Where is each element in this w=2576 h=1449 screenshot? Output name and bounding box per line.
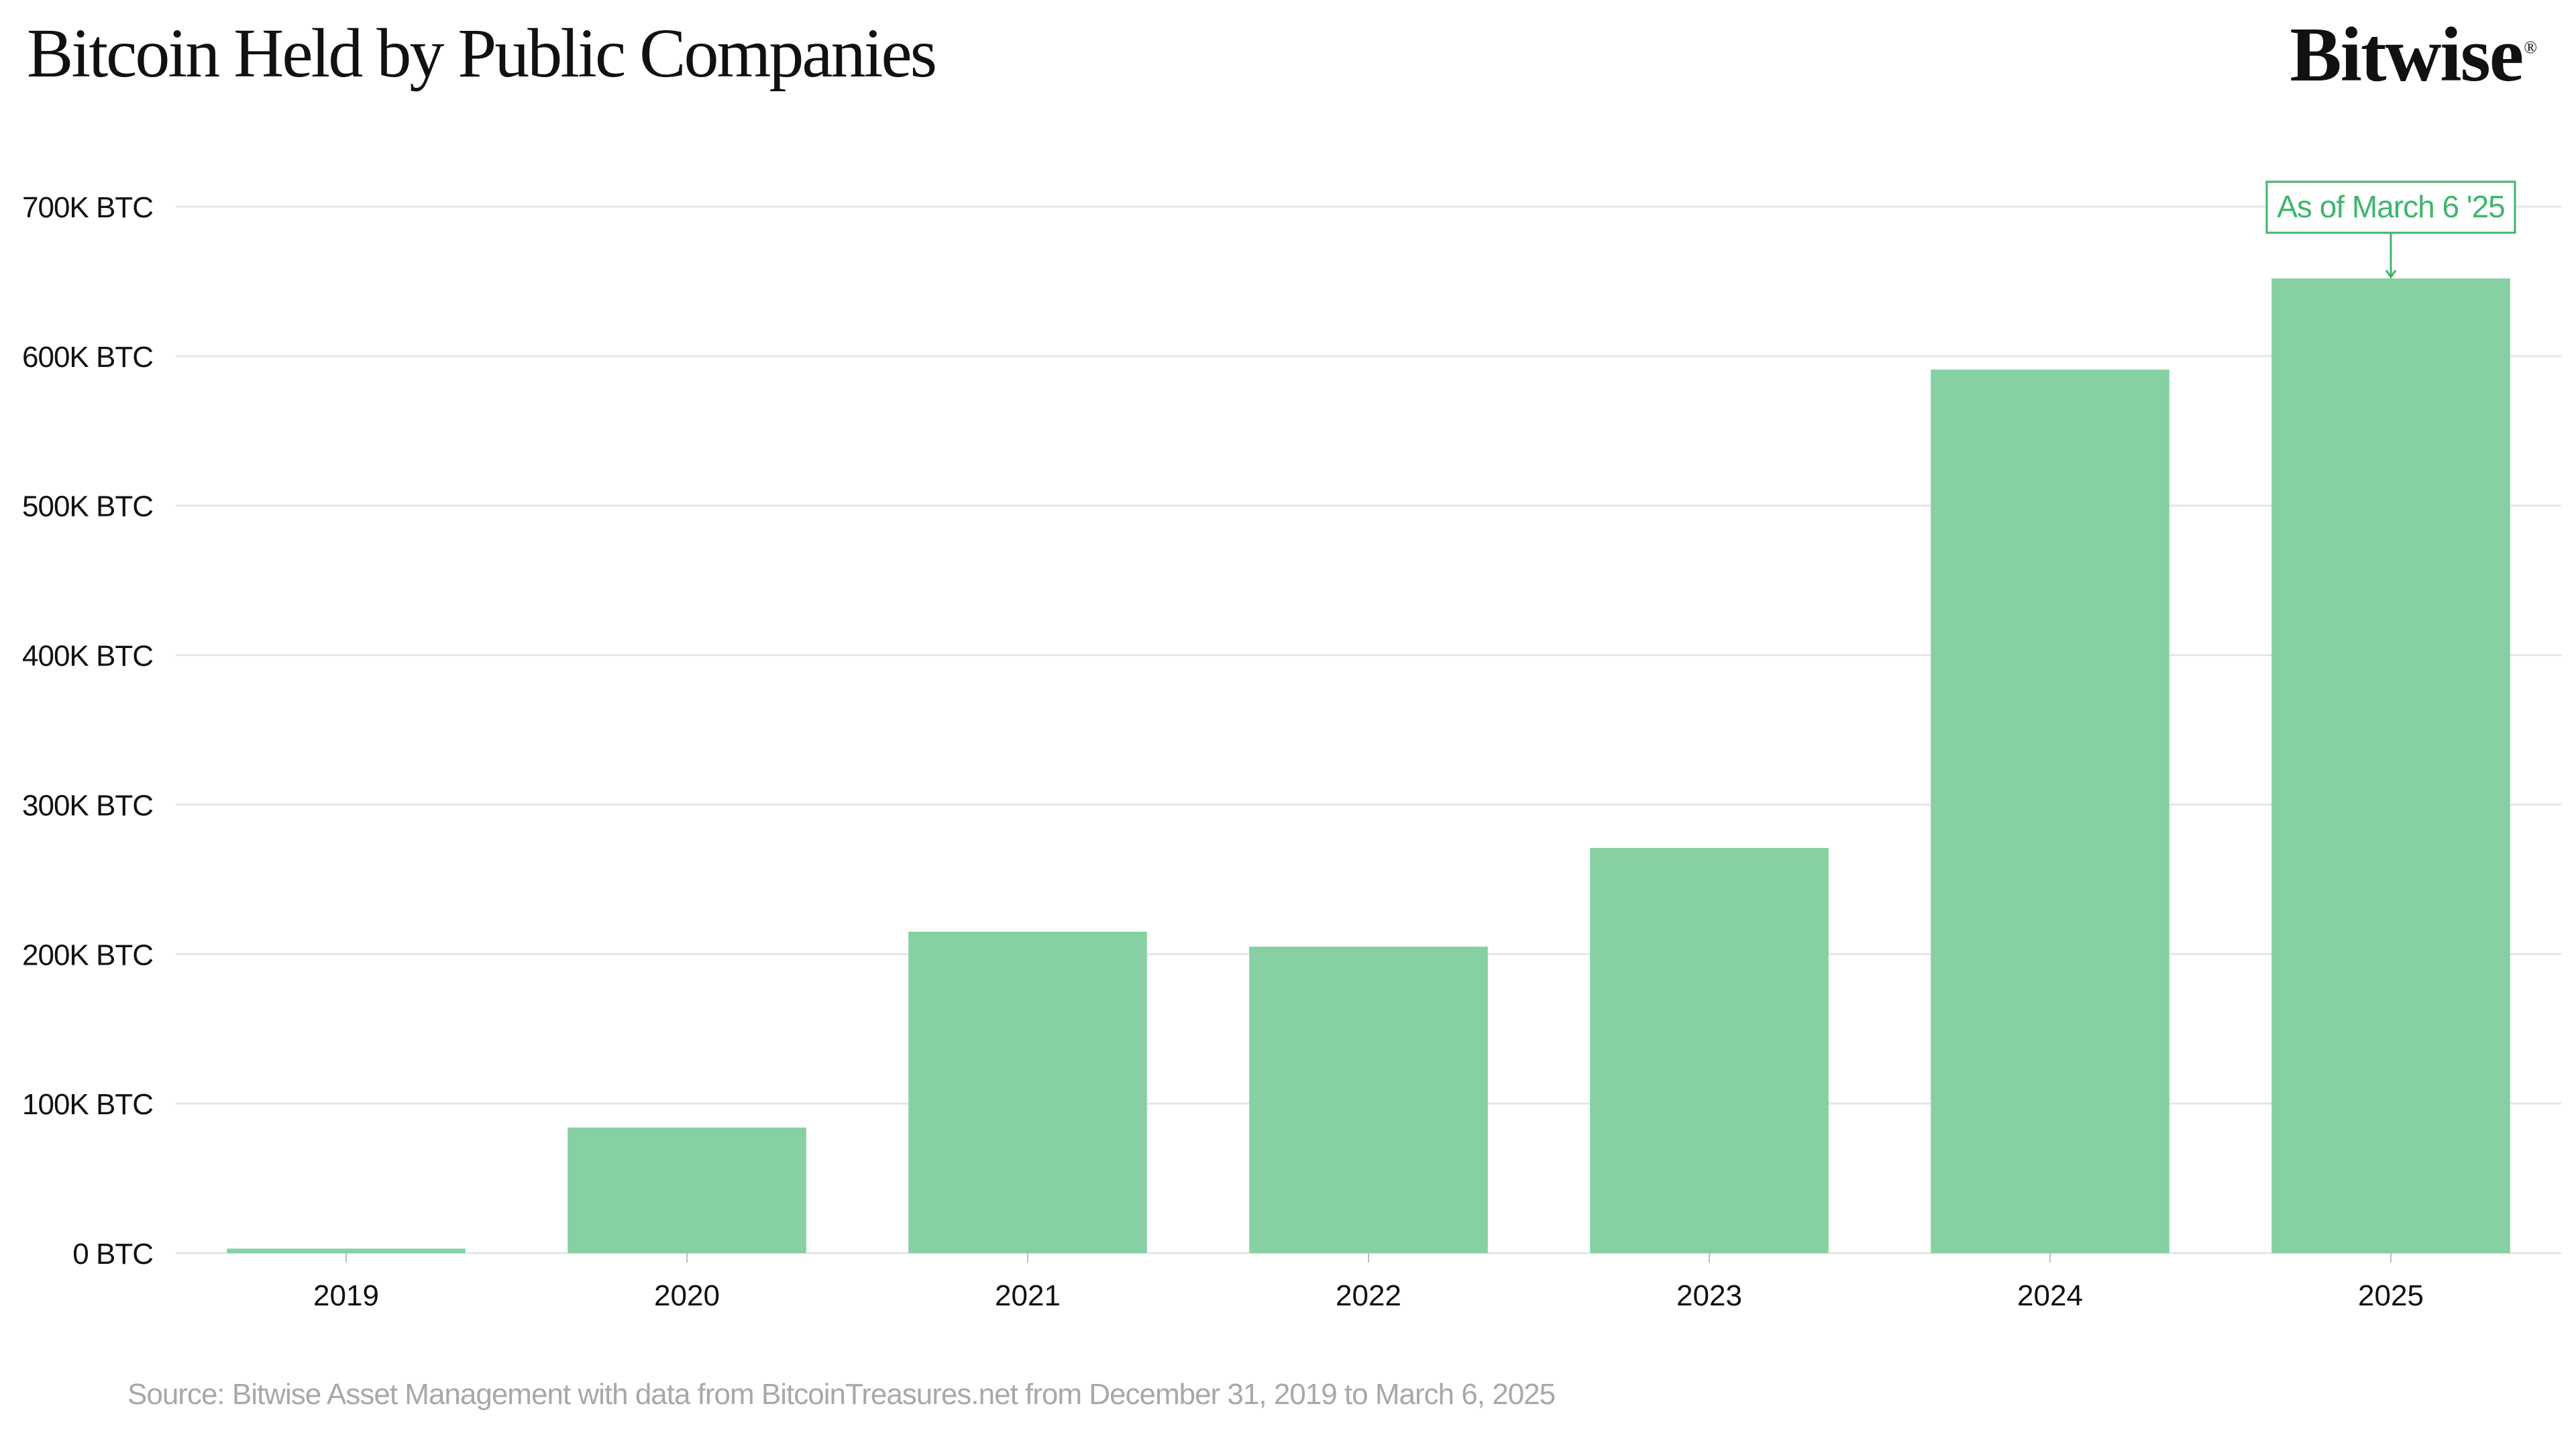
bar-2022 — [1249, 947, 1488, 1253]
annotation-arrow-head — [2385, 270, 2397, 279]
annotation-box — [2265, 180, 2516, 234]
x-tick-label: 2021 — [995, 1279, 1061, 1312]
source-note: Source: Bitwise Asset Management with da… — [127, 1378, 1556, 1411]
y-tick-label: 100K BTC — [22, 1088, 153, 1121]
y-tick-label: 600K BTC — [22, 341, 153, 374]
annotation-label: As of March 6 '25 — [2277, 189, 2505, 224]
x-axis-ticks: 2019 2020 2021 2022 2023 2024 2025 — [313, 1253, 2424, 1312]
bar-2024 — [1931, 369, 2169, 1253]
y-tick-label: 500K BTC — [22, 490, 153, 523]
x-tick-label: 2025 — [2358, 1279, 2424, 1312]
y-tick-label: 400K BTC — [22, 640, 153, 673]
bitwise-logo: Bitwise® — [2290, 11, 2537, 100]
bar-2019 — [227, 1248, 466, 1253]
y-tick-label: 700K BTC — [22, 191, 153, 224]
bar-2021 — [908, 931, 1147, 1253]
x-tick-label: 2022 — [1336, 1279, 1401, 1312]
page-title: Bitcoin Held by Public Companies — [27, 15, 937, 92]
x-tick-label: 2024 — [2017, 1279, 2083, 1312]
x-tick-label: 2020 — [654, 1279, 720, 1312]
x-tick-label: 2019 — [313, 1279, 379, 1312]
y-tick-label: 300K BTC — [22, 789, 153, 822]
y-tick-label: 200K BTC — [22, 938, 153, 971]
bar-2023 — [1590, 848, 1829, 1253]
registered-mark: ® — [2524, 38, 2537, 57]
annotation: As of March 6 '25 — [2265, 180, 2516, 279]
y-tick-label: 0 BTC — [72, 1238, 153, 1271]
bar-2020 — [568, 1127, 806, 1253]
brand-name: Bitwise — [2290, 12, 2524, 98]
bar-2025 — [2271, 278, 2510, 1253]
y-axis-ticks: 0 BTC 100K BTC 200K BTC 300K BTC 400K BTC 500… — [22, 191, 154, 1271]
bars — [227, 278, 2510, 1253]
x-tick-label: 2023 — [1676, 1279, 1742, 1312]
